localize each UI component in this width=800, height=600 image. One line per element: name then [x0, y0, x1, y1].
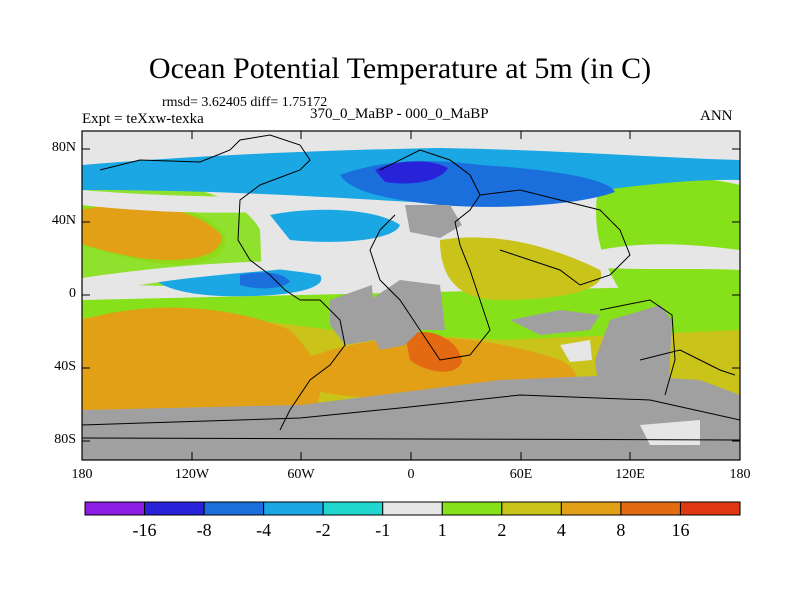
colorbar-swatch — [441, 501, 503, 516]
colorbar-swatch — [322, 501, 384, 516]
y-tick-label: 80S — [54, 432, 76, 447]
colorbar-swatch — [679, 501, 741, 516]
colorbar-tick-label: -16 — [132, 520, 157, 540]
colorbar-tick-label: -1 — [375, 520, 391, 540]
y-tick-label: 40N — [51, 213, 76, 228]
x-tick-label: 60E — [509, 467, 533, 482]
coastlines — [82, 134, 740, 441]
colorbar-swatch — [620, 501, 681, 516]
field-white-band-tropic — [82, 260, 340, 292]
land-north-block — [405, 205, 462, 238]
colorbar-tick-label: 4 — [556, 520, 566, 540]
y-tick-label: 80N — [51, 140, 76, 155]
y-tick-label: 40S — [54, 359, 76, 374]
colorbar-swatch — [501, 501, 562, 516]
x-tick-label: 120E — [615, 467, 645, 482]
field-white-band-north — [82, 190, 360, 213]
field-cyan-mid-band — [270, 209, 400, 242]
field-white-band-east — [600, 244, 740, 270]
x-tick-label: 0 — [407, 467, 415, 482]
land-south-continent — [330, 285, 375, 345]
field-dark-orange-patch — [405, 331, 462, 372]
map-title: Ocean Potential Temperature at 5m (in C) — [148, 52, 652, 85]
colorbar-swatch — [84, 501, 146, 516]
land-mid-strip — [510, 310, 600, 335]
field-green-east — [596, 175, 740, 290]
season-label: ANN — [700, 108, 733, 124]
y-axis-ticks — [82, 148, 740, 442]
colorbar-tick-label: 16 — [671, 520, 690, 540]
colorbar-tick-label: -4 — [256, 520, 272, 540]
colorbar-tick-label: 2 — [497, 520, 507, 540]
colorbar — [84, 501, 741, 516]
colorbar-tick-label: -2 — [315, 520, 331, 540]
land-africa-region — [370, 280, 445, 350]
x-tick-label: 60W — [287, 467, 315, 482]
field-orange-south-pacific — [82, 307, 321, 420]
field-darkblue-core — [375, 161, 448, 184]
x-tick-label: 180 — [729, 467, 751, 482]
colorbar-swatch — [144, 501, 205, 516]
field-white-patch-east — [560, 340, 592, 362]
temperature-field — [82, 131, 740, 460]
colorbar-swatch — [203, 501, 265, 516]
colorbar-tick-label: 1 — [437, 520, 447, 540]
x-tick-label: 180 — [71, 467, 93, 482]
difference-label: 370_0_MaBP - 000_0_MaBP — [310, 106, 489, 122]
experiment-label: Expt = teXxw-texka — [82, 111, 204, 127]
x-axis-ticks — [81, 131, 741, 460]
colorbar-tick-label: 8 — [616, 520, 626, 540]
field-white-patch-south — [640, 420, 700, 445]
colorbar-tick-label: -8 — [196, 520, 212, 540]
field-blue-equatorial-core — [240, 272, 290, 289]
x-tick-label: 120W — [174, 467, 210, 482]
colorbar-swatch — [263, 501, 324, 516]
y-tick-label: 0 — [69, 286, 76, 301]
colorbar-swatch — [560, 501, 622, 516]
rmsd-diff-stats: rmsd= 3.62405 diff= 1.75172 — [162, 95, 328, 110]
field-orange-north-pacific-core — [82, 204, 222, 260]
colorbar-swatch — [382, 501, 443, 516]
field-yellow-mid — [440, 237, 602, 300]
